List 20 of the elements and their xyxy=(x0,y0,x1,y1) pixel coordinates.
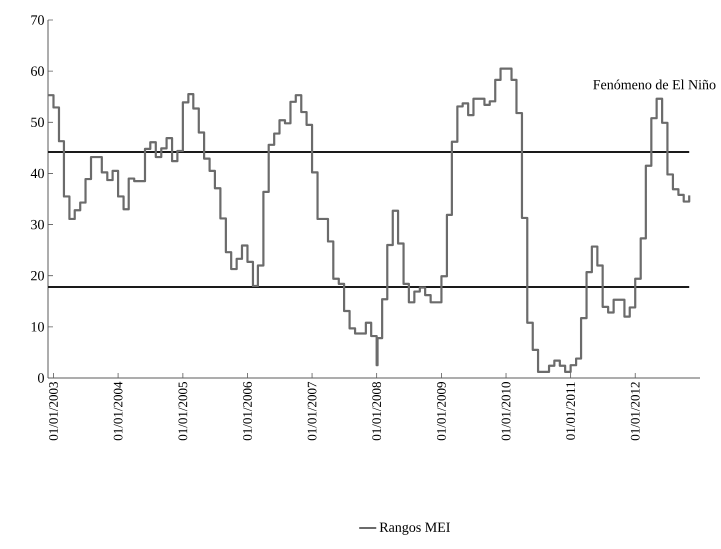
y-tick-label: 70 xyxy=(31,15,44,25)
x-tick-label: 01/01/2009 xyxy=(437,382,446,440)
x-tick-label: 01/01/2006 xyxy=(243,382,252,440)
y-tick-label: 60 xyxy=(31,66,44,76)
y-tick-label: 50 xyxy=(31,118,44,128)
annotation: Fenómeno de El Niño xyxy=(593,80,716,90)
x-tick-label: 01/01/2003 xyxy=(49,382,58,440)
x-tick-label: 01/01/2011 xyxy=(566,382,576,440)
x-tick-label: 01/01/2004 xyxy=(114,382,122,440)
x-tick-label: 01/01/2012 xyxy=(630,382,640,440)
y-tick-label: 10 xyxy=(32,322,44,332)
legend-label: Rangos MEI xyxy=(380,522,450,535)
x-tick-label: 01/01/2008 xyxy=(372,382,382,440)
y-tick-label: 0 xyxy=(38,373,44,383)
x-tick-label: 01/01/2010 xyxy=(502,382,510,440)
y-tick-label: 20 xyxy=(31,270,44,280)
x-tick-label: 01/01/2007 xyxy=(308,382,316,440)
y-tick-label: 30 xyxy=(31,220,44,230)
y-tick-label: 40 xyxy=(30,168,44,178)
x-tick-label: 01/01/2005 xyxy=(178,382,188,440)
